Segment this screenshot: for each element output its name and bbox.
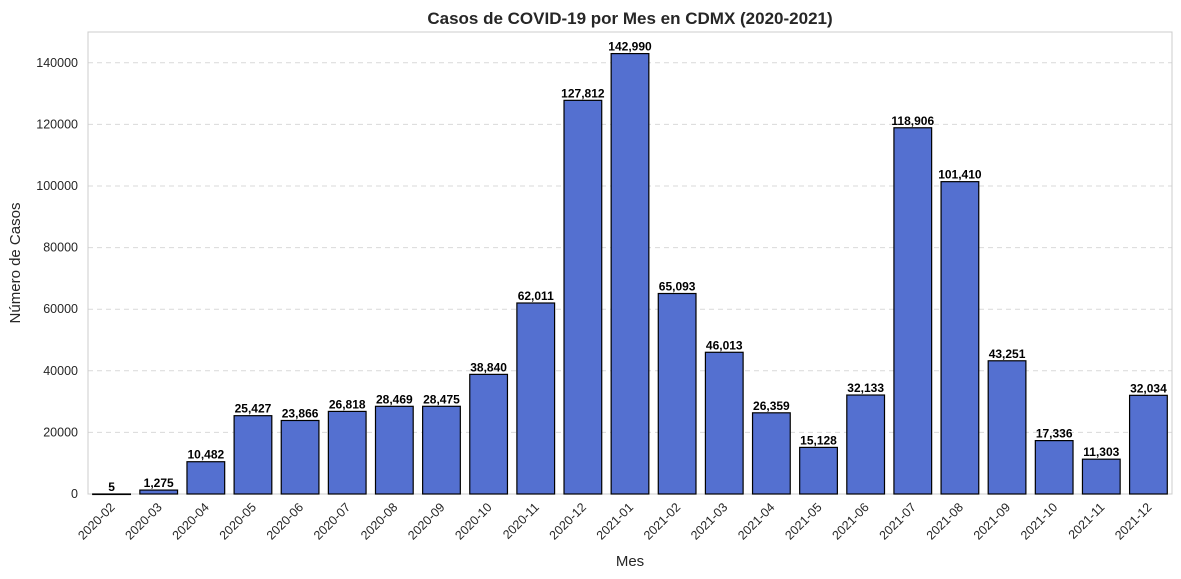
x-axis-ticks: 2020-02 2020-03 2020-04 2020-05 2020-06 2020-… <box>75 500 1154 542</box>
bars-group <box>92 52 1168 496</box>
data-label: 10,482 <box>187 448 224 462</box>
x-tick-label: 2020-12 <box>547 500 589 542</box>
bar-2021-01 <box>610 52 650 495</box>
data-label: 23,866 <box>282 406 319 420</box>
data-labels-group: 5 1,275 10,482 25,427 23,866 26,818 28,469 28,4… <box>108 40 1167 494</box>
x-tick-label: 2020-11 <box>500 500 542 542</box>
data-label: 101,410 <box>938 168 982 182</box>
y-tick-label: 20000 <box>43 425 78 439</box>
bar-2021-02 <box>657 292 697 495</box>
y-axis-label: Número de Casos <box>7 203 24 324</box>
x-tick-label: 2020-04 <box>170 500 212 542</box>
bar-2021-10 <box>1034 440 1074 495</box>
x-tick-label: 2020-09 <box>405 500 447 542</box>
data-label: 28,469 <box>376 392 413 406</box>
data-label: 11,303 <box>1083 445 1119 459</box>
bar-2021-06 <box>846 394 886 495</box>
bar-2021-12 <box>1128 394 1168 495</box>
data-label: 32,133 <box>847 381 884 395</box>
x-tick-label: 2020-08 <box>358 500 400 542</box>
x-tick-label: 2020-07 <box>311 500 353 542</box>
bar-2020-12 <box>563 99 603 495</box>
bar-2021-07 <box>893 127 933 495</box>
bar-2020-06 <box>280 419 320 495</box>
bar-2020-09 <box>422 405 461 495</box>
data-label: 38,840 <box>470 360 507 374</box>
x-tick-label: 2021-12 <box>1112 500 1154 542</box>
y-tick-label: 120000 <box>36 117 78 131</box>
data-label: 28,475 <box>423 392 460 406</box>
x-tick-label: 2021-02 <box>641 500 683 542</box>
x-tick-label: 2020-03 <box>122 500 164 542</box>
x-tick-label: 2020-10 <box>452 500 494 542</box>
data-label: 127,812 <box>561 86 605 100</box>
data-label: 25,427 <box>235 402 272 416</box>
x-tick-label: 2021-01 <box>594 500 636 542</box>
x-tick-label: 2021-11 <box>1066 500 1108 542</box>
data-label: 32,034 <box>1130 381 1167 395</box>
bar-2020-08 <box>374 405 414 495</box>
bar-2020-04 <box>186 461 226 495</box>
bar-2021-11 <box>1081 458 1121 495</box>
y-tick-label: 40000 <box>43 364 78 378</box>
x-tick-label: 2020-02 <box>75 500 117 542</box>
bar-2020-02 <box>92 493 132 496</box>
bar-2021-05 <box>799 446 838 495</box>
data-label: 17,336 <box>1036 427 1073 441</box>
data-label: 1,275 <box>144 476 174 490</box>
x-axis-label: Mes <box>616 553 644 570</box>
chart-title: Casos de COVID-19 por Mes en CDMX (2020-… <box>427 9 832 28</box>
data-label: 118,906 <box>891 114 934 128</box>
x-tick-label: 2020-06 <box>264 500 306 542</box>
data-label: 15,128 <box>800 433 837 447</box>
data-label: 5 <box>108 480 115 494</box>
y-tick-label: 0 <box>71 487 78 501</box>
bar-2021-03 <box>704 351 744 495</box>
bar-2020-05 <box>233 415 273 495</box>
y-tick-label: 60000 <box>43 302 78 316</box>
data-label: 142,990 <box>608 40 652 54</box>
y-axis-ticks: 0 20000 40000 60000 80000 100000 120000 140000 <box>36 56 78 501</box>
bar-2021-09 <box>987 360 1027 495</box>
data-label: 46,013 <box>706 338 743 352</box>
x-tick-label: 2021-03 <box>688 500 730 542</box>
bar-2021-04 <box>751 412 791 495</box>
data-label: 43,251 <box>989 347 1026 361</box>
data-label: 65,093 <box>659 280 696 294</box>
bar-2020-07 <box>327 410 367 495</box>
x-tick-label: 2020-05 <box>217 500 259 542</box>
x-tick-label: 2021-10 <box>1018 500 1060 542</box>
x-tick-label: 2021-06 <box>829 500 871 542</box>
data-label: 62,011 <box>518 289 554 303</box>
bar-2020-10 <box>469 373 509 495</box>
bar-2021-08 <box>940 181 980 495</box>
y-tick-label: 140000 <box>36 56 78 70</box>
x-tick-label: 2021-04 <box>735 500 777 542</box>
x-tick-label: 2021-07 <box>877 500 919 542</box>
x-tick-label: 2021-09 <box>971 500 1013 542</box>
x-tick-label: 2021-08 <box>924 500 966 542</box>
y-tick-label: 80000 <box>43 241 78 255</box>
data-label: 26,359 <box>753 399 790 413</box>
data-label: 26,818 <box>329 397 366 411</box>
bar-2020-03 <box>139 489 179 495</box>
bar-2020-11 <box>516 302 556 495</box>
y-tick-label: 100000 <box>36 179 78 193</box>
x-tick-label: 2021-05 <box>782 500 824 542</box>
